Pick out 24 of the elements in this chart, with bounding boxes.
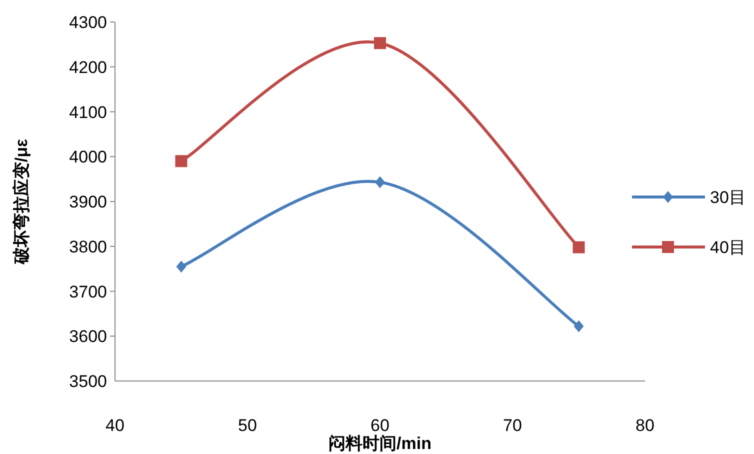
y-tick-label: 4200	[69, 58, 107, 77]
y-tick-label: 3500	[69, 372, 107, 391]
y-tick-label: 3700	[69, 282, 107, 302]
point	[175, 155, 188, 168]
y-tick-label: 3600	[69, 327, 107, 346]
x-tick-label: 40	[106, 416, 124, 435]
x-axis-title: 闷料时间/min	[328, 434, 432, 453]
point	[375, 176, 385, 188]
y-tick-label: 3900	[69, 192, 107, 212]
x-tick-label: 60	[370, 416, 390, 435]
x-tick-label: 70	[503, 416, 522, 435]
point	[176, 260, 186, 273]
x-tick-label: 50	[238, 416, 257, 435]
legend-label: 40目	[710, 238, 746, 257]
y-tick-label: 4000	[69, 148, 107, 167]
x-tick-label: 80	[636, 416, 654, 435]
y-tick-label: 3800	[69, 237, 107, 256]
legend-label: 30目	[710, 188, 746, 207]
point	[572, 241, 585, 254]
y-tick-label: 4300	[69, 13, 107, 32]
y-axis-title: 破坏弯拉应变/με	[12, 138, 31, 266]
point	[374, 37, 386, 50]
point	[574, 320, 584, 332]
y-tick-label: 4100	[69, 102, 107, 122]
